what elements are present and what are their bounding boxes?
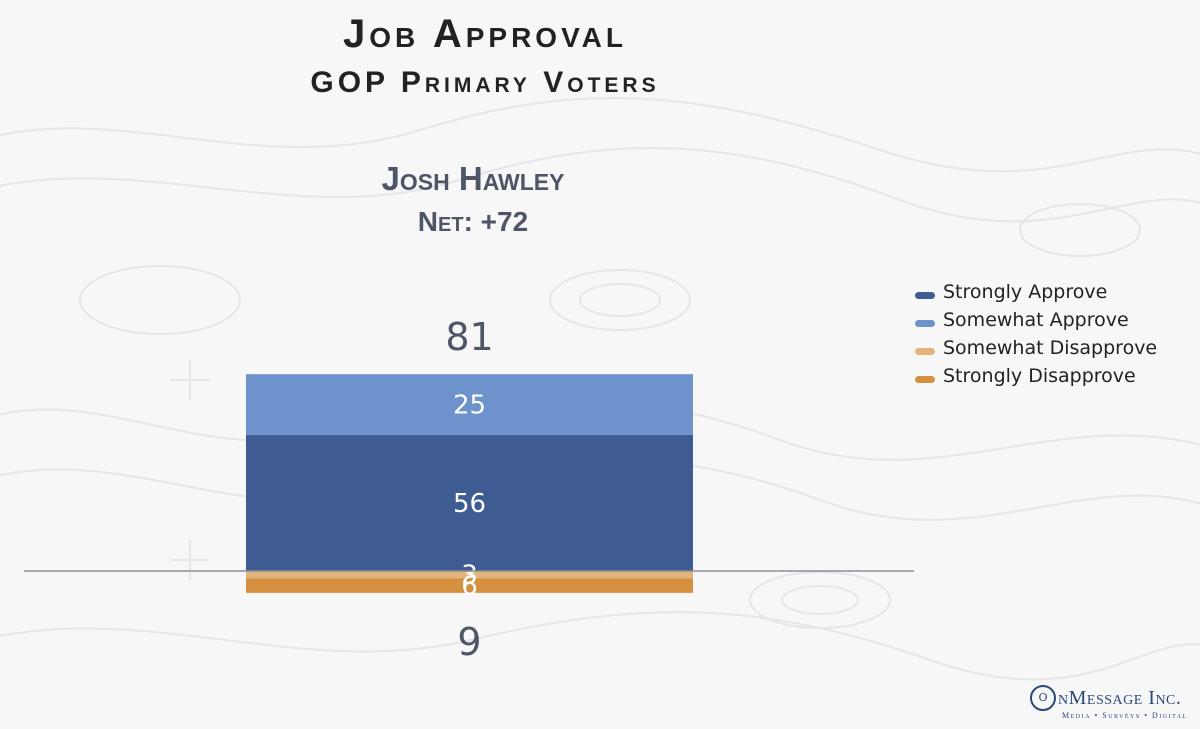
legend-swatch bbox=[915, 347, 935, 355]
legend-item-somewhat-disapprove: Somewhat Disapprove bbox=[915, 334, 1157, 362]
legend-swatch bbox=[915, 375, 935, 383]
onmessage-logo: O nMessage Inc. Media • Surveys • Digita… bbox=[1030, 683, 1195, 723]
legend: Strongly Approve Somewhat Approve Somewh… bbox=[915, 278, 1157, 390]
net-score: Net: +72 bbox=[417, 206, 529, 237]
legend-swatch bbox=[915, 319, 935, 327]
legend-item-somewhat-approve: Somewhat Approve bbox=[915, 306, 1157, 334]
brand-name: nMessage Inc. bbox=[1058, 687, 1182, 709]
legend-swatch bbox=[915, 291, 935, 299]
legend-label: Strongly Disapprove bbox=[943, 365, 1136, 387]
legend-item-strongly-approve: Strongly Approve bbox=[915, 278, 1157, 306]
bar-segment-strongly-disapprove bbox=[246, 578, 693, 593]
bar-segment-strongly-approve bbox=[246, 434, 693, 571]
data-label-somewhat-disapprove: 3 bbox=[461, 561, 478, 591]
bar-segment-somewhat-disapprove bbox=[246, 571, 693, 579]
approve-total-label: 81 bbox=[445, 315, 493, 359]
legend-label: Somewhat Disapprove bbox=[943, 337, 1158, 359]
legend-item-strongly-disapprove: Strongly Disapprove bbox=[915, 362, 1157, 390]
bar-segment-somewhat-approve bbox=[246, 374, 693, 435]
legend-label: Strongly Approve bbox=[943, 281, 1108, 303]
brand-tagline: Media • Surveys • Digital bbox=[1062, 711, 1188, 720]
legend-label: Somewhat Approve bbox=[943, 309, 1129, 331]
subject-name: Josh Hawley bbox=[381, 160, 565, 197]
chart-title: Job Approval bbox=[342, 12, 628, 56]
compass-icon: O bbox=[1030, 685, 1056, 711]
data-label-strongly-disapprove: 6 bbox=[461, 572, 478, 602]
data-label-strongly-approve: 56 bbox=[453, 489, 486, 519]
data-label-somewhat-approve: 25 bbox=[453, 391, 486, 421]
chart-subtitle: GOP Primary Voters bbox=[310, 66, 660, 99]
disapprove-total-label: 9 bbox=[457, 620, 481, 664]
